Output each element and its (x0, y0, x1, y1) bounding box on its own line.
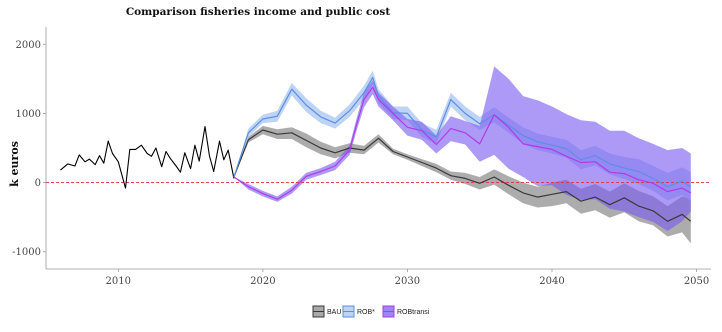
band-bau (233, 125, 691, 244)
legend: BAU ROB* ROBtransi (312, 305, 430, 318)
y-tick-label: 1000 (16, 109, 41, 120)
legend-label-bau: BAU (327, 309, 341, 316)
line-robtransi (233, 86, 692, 200)
y-tick-label: 2000 (16, 40, 41, 51)
axes: -1000 0 1000 2000 2010 2020 2030 2040 2050 (12, 27, 711, 287)
legend-label-robtransi: ROBtransi (397, 309, 430, 316)
series-lines (60, 76, 692, 222)
y-axis-label: k euros (8, 141, 21, 187)
x-tick-label: 2050 (684, 276, 709, 287)
line-bau (233, 129, 692, 222)
x-tick-label: 2020 (250, 276, 275, 287)
x-tick-label: 2010 (106, 276, 131, 287)
line-historical (60, 126, 235, 189)
band-robtransi (233, 66, 691, 232)
x-tick-label: 2030 (395, 276, 420, 287)
y-tick-label: -1000 (12, 247, 41, 258)
uncertainty-bands (233, 66, 691, 244)
y-tick-label: 0 (35, 178, 41, 189)
x-tick-label: 2040 (539, 276, 564, 287)
line-rob (233, 76, 692, 188)
chart-title: Comparison fisheries income and public c… (126, 6, 391, 18)
legend-label-rob: ROB* (357, 309, 375, 316)
